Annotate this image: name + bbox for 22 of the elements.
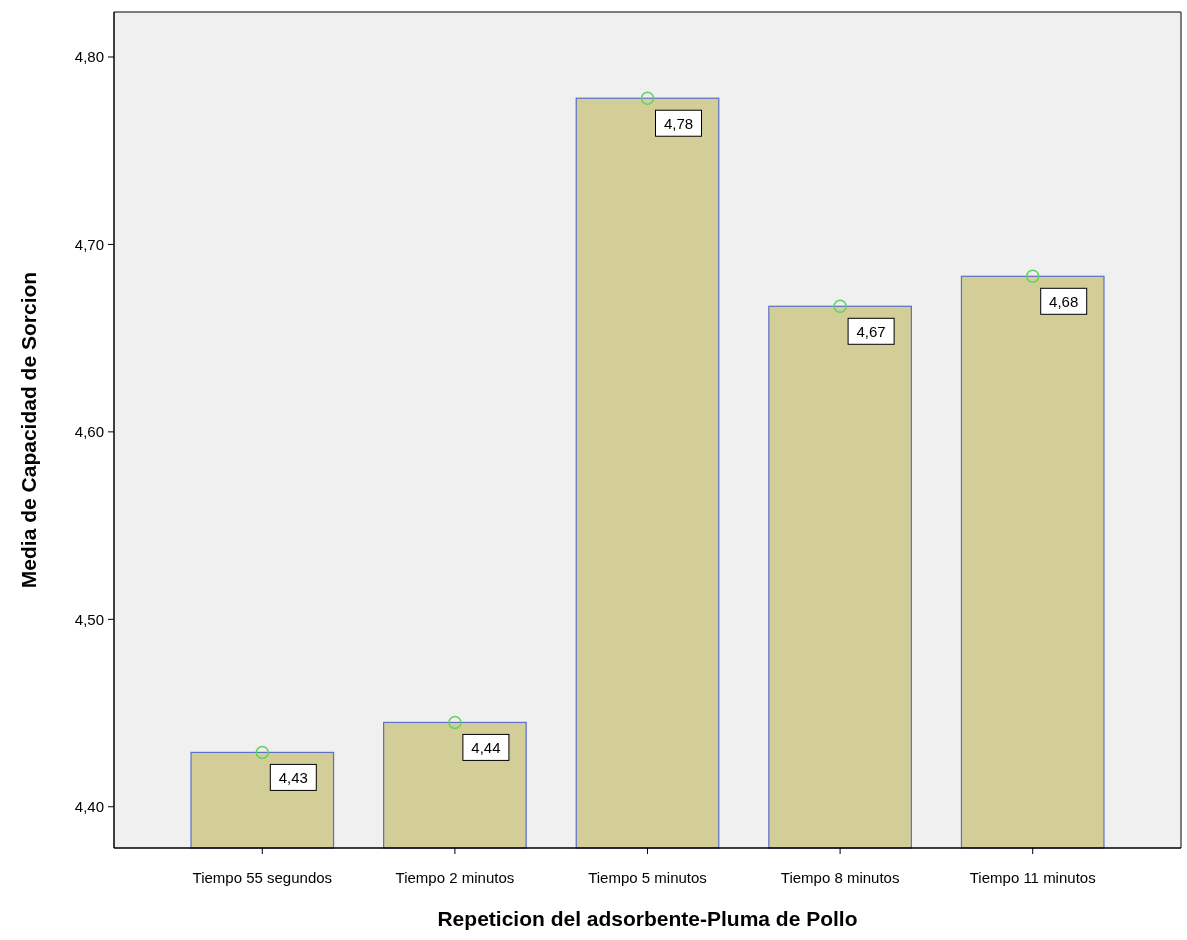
- x-tick-label: Tiempo 5 minutos: [588, 869, 707, 886]
- point: [833, 299, 847, 314]
- point: [448, 715, 462, 730]
- data-label: 4,43: [278, 769, 308, 787]
- x-tick-label: Tiempo 11 minutos: [969, 869, 1096, 886]
- data-label: 4,68: [1049, 293, 1079, 311]
- data-label: 4,44: [471, 739, 501, 757]
- x-axis-title: Repeticion del adsorbente-Pluma de Pollo: [437, 907, 858, 930]
- y-tick-label: 4,60: [74, 423, 104, 441]
- data-label: 4,78: [663, 115, 694, 133]
- y-tick-label: 4,80: [74, 48, 104, 66]
- point: [1025, 269, 1040, 284]
- data-label: 4,67: [856, 323, 886, 341]
- point: [255, 745, 270, 760]
- x-tick-label: Tiempo 55 segundos: [192, 869, 333, 886]
- y-tick-label: 4,50: [74, 610, 104, 628]
- y-tick-label: 4,40: [74, 798, 104, 816]
- x-tick-label: Tiempo 2 minutos: [395, 869, 515, 886]
- y-axis-title: Media de Capacidad de Sorcion: [17, 271, 40, 589]
- point: [640, 91, 655, 105]
- y-tick-label: 4,70: [74, 235, 104, 253]
- x-tick-label: Tiempo 8 minutos: [780, 869, 900, 886]
